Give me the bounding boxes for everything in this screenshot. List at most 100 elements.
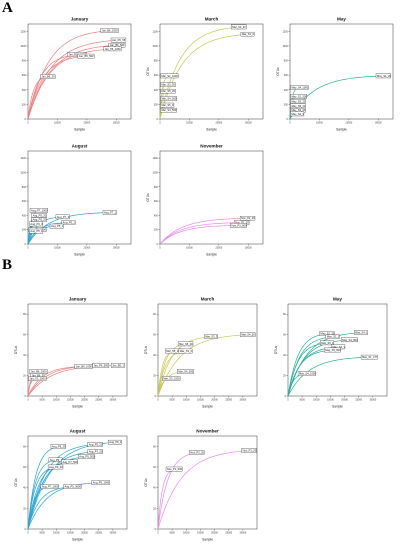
y-tick-label: 1000 (152, 171, 158, 174)
series-label: Aug_P9_20 (33, 218, 47, 222)
chart-title: May (337, 17, 346, 22)
series-label: Jan_B6_500 (110, 43, 125, 47)
x-tick-label: 0 (27, 246, 29, 249)
series-label: Aug_P5_20 (33, 213, 47, 217)
series-label: Jan_B10_1000 (68, 53, 86, 57)
series-labels: Mar_S4_20Mar_S3_3Mar_S5_20Mar_S5_1000Mar… (162, 332, 256, 381)
y-tick-label: 20 (23, 507, 26, 510)
series-label-box (177, 369, 194, 374)
x-tick-label: 20000 (211, 398, 218, 401)
series-label-box (103, 46, 122, 52)
series-labels: May_S1_20May_S4_1000May_S2_500May_S5_20M… (290, 73, 392, 117)
x-tick-label: 10000 (186, 246, 193, 249)
x-tick-label: 30000 (113, 121, 120, 124)
y-tick-label: 600 (154, 200, 159, 203)
y-tick-label: 0 (284, 395, 286, 398)
series-label-box (29, 208, 48, 213)
x-tick-label: 25000 (225, 398, 232, 401)
y-tick-label: 1000 (282, 45, 288, 48)
series-label-box (324, 347, 341, 353)
plot-frame (159, 23, 264, 120)
series-label: Aug_P9_1 (109, 440, 122, 444)
x-tick-label: 0 (27, 398, 29, 401)
plot-frame (27, 435, 128, 530)
x-tick-label: 0 (159, 246, 161, 249)
series-label-box (160, 88, 176, 94)
series-label: Aug_P5_1000 (93, 481, 110, 485)
series-label-box (28, 376, 47, 381)
series-label-box (241, 448, 257, 453)
series-label: Jan_B6_3 (32, 374, 44, 378)
series-label: Mar_S2_1000 (162, 74, 179, 78)
series-label: Jan_B5_500 (79, 54, 94, 58)
series-label: Nov_P1_20 (243, 448, 257, 452)
rarefaction-curve (27, 55, 87, 120)
y-tick-label: 60 (153, 466, 156, 469)
x-axis-label: Sample (206, 128, 217, 132)
series-label: Aug_P7_1000 (42, 485, 59, 489)
y-tick-label: 1200 (152, 30, 158, 33)
y-tick-label: 40 (153, 487, 156, 490)
x-tick-label: 30000 (113, 246, 120, 249)
series-label-box (320, 340, 334, 346)
rarefaction-curve (27, 39, 120, 120)
x-tick-label: 0 (159, 121, 161, 124)
rarefaction-curve (157, 334, 249, 397)
y-tick-label: 200 (154, 229, 159, 232)
rarefaction-curve (27, 486, 74, 530)
y-axis-label: OTUs (276, 67, 280, 76)
y-tick-label: 20 (153, 375, 156, 378)
series-label: May_S5_500 (325, 348, 341, 352)
series-label-box (87, 449, 103, 454)
series-labels: Jan_B5_1Jan_P6_500Jan_B6_1000Jan_B6_1000… (28, 363, 125, 381)
x-tick-label: 5000 (39, 531, 45, 534)
series-label-box (375, 73, 392, 79)
chart-title: August (72, 144, 88, 149)
x-tick-label: 15000 (67, 531, 74, 534)
rarefaction-curve (159, 222, 243, 245)
x-tick-label: 10000 (53, 398, 60, 401)
x-tick-label: 20000 (84, 121, 91, 124)
series-label: Aug_P9_20 (49, 465, 63, 469)
rarefaction-curve (159, 26, 240, 120)
y-tick-label: 400 (154, 214, 159, 217)
series-label-box (162, 376, 181, 381)
y-tick-label: 800 (284, 60, 289, 63)
series-label: Mar_S5_20 (179, 342, 193, 346)
series-label: Aug_P9_20 (52, 444, 66, 448)
panel-label-a: A (2, 0, 13, 16)
rarefaction-curve (27, 443, 96, 530)
x-tick-label: 10000 (316, 121, 323, 124)
series-label-box (325, 334, 340, 339)
x-tick-label: 10000 (54, 121, 61, 124)
series-label: May_S4_500 (342, 338, 358, 342)
x-tick-label: 30000 (110, 531, 117, 534)
x-tick-label: 0 (27, 121, 29, 124)
x-tick-label: 30000 (245, 246, 252, 249)
series-curves (157, 334, 249, 397)
y-tick-label: 800 (22, 186, 27, 189)
y-tick-label: 600 (284, 74, 289, 77)
series-curves (159, 217, 249, 245)
y-tick-label: 40 (283, 354, 286, 357)
x-axis-label: Sample (74, 253, 85, 257)
series-label: Mar_S3_20 (232, 25, 246, 29)
y-tick-label: 0 (154, 528, 156, 531)
x-axis-label: Sample (74, 128, 85, 132)
series-label: Mar_S4_500 (178, 369, 193, 373)
y-tick-label: 1200 (20, 157, 26, 160)
series-label-box (160, 73, 179, 79)
plot-frame (27, 303, 128, 397)
rarefaction-curve (287, 356, 371, 397)
rarefaction-curve (27, 461, 71, 530)
series-label: Mar_S3_3 (180, 349, 193, 353)
series-label: Aug_P5_1 (30, 229, 43, 233)
series-label-box (290, 99, 306, 104)
series-labels: Aug_P9_1Aug_P5_20Aug_P9_20Aug_P7_20Aug_P… (40, 439, 122, 489)
y-axis-label: OTUs (14, 345, 18, 354)
series-labels: Aug_P7_1000 Aug_P7_1 Aug_P5_20 Aug_P7_3 Aug_… (28, 208, 117, 234)
series-label: May_S4_1 (355, 331, 368, 335)
